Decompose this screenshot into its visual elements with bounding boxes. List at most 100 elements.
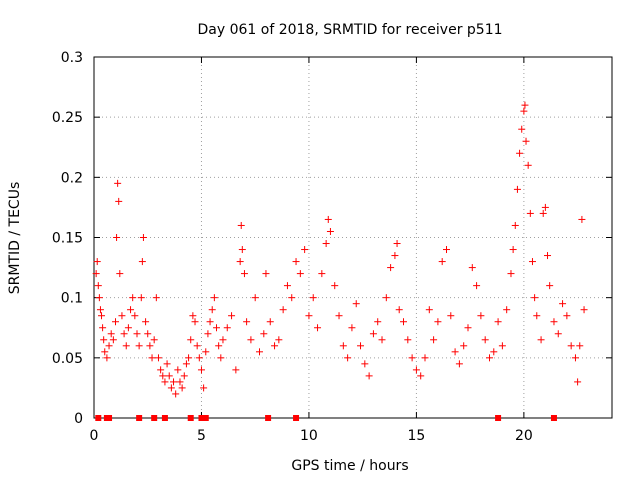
zero-markers xyxy=(95,415,557,421)
data-point xyxy=(154,354,162,362)
data-point xyxy=(520,107,528,115)
data-point xyxy=(464,324,472,332)
data-point xyxy=(101,348,109,356)
data-point xyxy=(107,330,115,338)
data-point xyxy=(138,258,146,266)
data-point xyxy=(498,342,506,350)
data-point xyxy=(152,294,160,302)
data-point xyxy=(425,306,433,314)
data-point xyxy=(100,336,108,344)
y-tick-label: 0.15 xyxy=(52,231,83,247)
data-point xyxy=(382,294,390,302)
data-point xyxy=(103,354,111,362)
y-tick-label: 0.3 xyxy=(61,50,83,66)
data-point xyxy=(283,282,291,290)
data-point xyxy=(430,336,438,344)
data-point xyxy=(361,360,369,368)
data-point xyxy=(412,366,420,374)
zero-marker xyxy=(106,415,113,421)
data-point xyxy=(109,336,117,344)
data-point xyxy=(421,354,429,362)
data-point xyxy=(204,330,212,338)
y-tick-label: 0.1 xyxy=(61,291,83,307)
x-tick-label: 15 xyxy=(407,428,425,444)
data-point xyxy=(99,324,107,332)
data-point xyxy=(533,312,541,320)
tick-labels: 0 0.05 0.1 0.15 0.2 0.25 0.3 0 5 10 15 20 xyxy=(52,50,533,444)
y-tick-label: 0.2 xyxy=(61,170,83,186)
data-point xyxy=(93,258,101,266)
data-point xyxy=(94,282,102,290)
data-point xyxy=(344,354,352,362)
data-point xyxy=(578,215,586,223)
zero-marker xyxy=(550,415,557,421)
data-point xyxy=(129,294,137,302)
data-point xyxy=(559,300,567,308)
data-point xyxy=(236,258,244,266)
zero-marker xyxy=(202,415,209,421)
data-point xyxy=(460,342,468,350)
data-point xyxy=(116,270,124,278)
data-point xyxy=(256,348,264,356)
data-point xyxy=(331,282,339,290)
data-point xyxy=(391,252,399,260)
zero-marker xyxy=(136,415,143,421)
x-tick-label: 20 xyxy=(515,428,533,444)
data-point xyxy=(238,246,246,254)
data-point xyxy=(395,306,403,314)
data-point xyxy=(563,312,571,320)
data-point xyxy=(139,234,147,241)
data-point xyxy=(251,294,259,302)
data-point xyxy=(528,258,536,266)
chart-title: Day 061 of 2018, SRMTID for receiver p51… xyxy=(197,22,502,38)
data-point xyxy=(193,342,201,350)
data-point xyxy=(157,366,165,374)
data-point xyxy=(127,306,135,314)
data-point xyxy=(393,240,401,248)
data-point xyxy=(185,354,193,362)
data-point xyxy=(531,294,539,302)
data-point xyxy=(135,342,143,350)
data-point xyxy=(243,318,251,326)
data-point xyxy=(167,384,175,392)
data-point xyxy=(187,336,195,344)
data-point xyxy=(223,324,231,332)
data-point xyxy=(326,227,334,235)
data-point xyxy=(237,221,245,229)
data-point xyxy=(124,324,132,332)
data-point xyxy=(567,342,575,350)
data-point xyxy=(115,197,123,205)
data-point xyxy=(526,209,534,217)
data-point xyxy=(262,270,270,278)
data-point xyxy=(161,378,169,386)
data-point xyxy=(541,203,549,211)
data-point xyxy=(339,342,347,350)
data-point xyxy=(522,137,530,145)
data-point xyxy=(438,258,446,266)
data-point xyxy=(92,270,100,278)
data-point xyxy=(322,240,330,248)
data-point xyxy=(174,366,182,374)
data-point xyxy=(324,215,332,223)
data-point xyxy=(524,161,532,169)
data-point xyxy=(279,306,287,314)
y-tick-label: 0.05 xyxy=(52,351,83,367)
data-point xyxy=(468,264,476,272)
data-point xyxy=(417,372,425,380)
data-point xyxy=(451,348,459,356)
data-points xyxy=(92,101,588,398)
data-point xyxy=(490,348,498,356)
data-point xyxy=(144,330,152,338)
data-point xyxy=(576,342,584,350)
data-point xyxy=(163,360,171,368)
zero-marker xyxy=(495,415,502,421)
data-point xyxy=(301,246,309,254)
x-tick-label: 10 xyxy=(300,428,318,444)
data-point xyxy=(292,258,300,266)
data-point xyxy=(131,312,139,320)
data-point xyxy=(318,270,326,278)
data-point xyxy=(521,101,529,109)
data-point xyxy=(146,342,154,350)
data-point xyxy=(348,324,356,332)
